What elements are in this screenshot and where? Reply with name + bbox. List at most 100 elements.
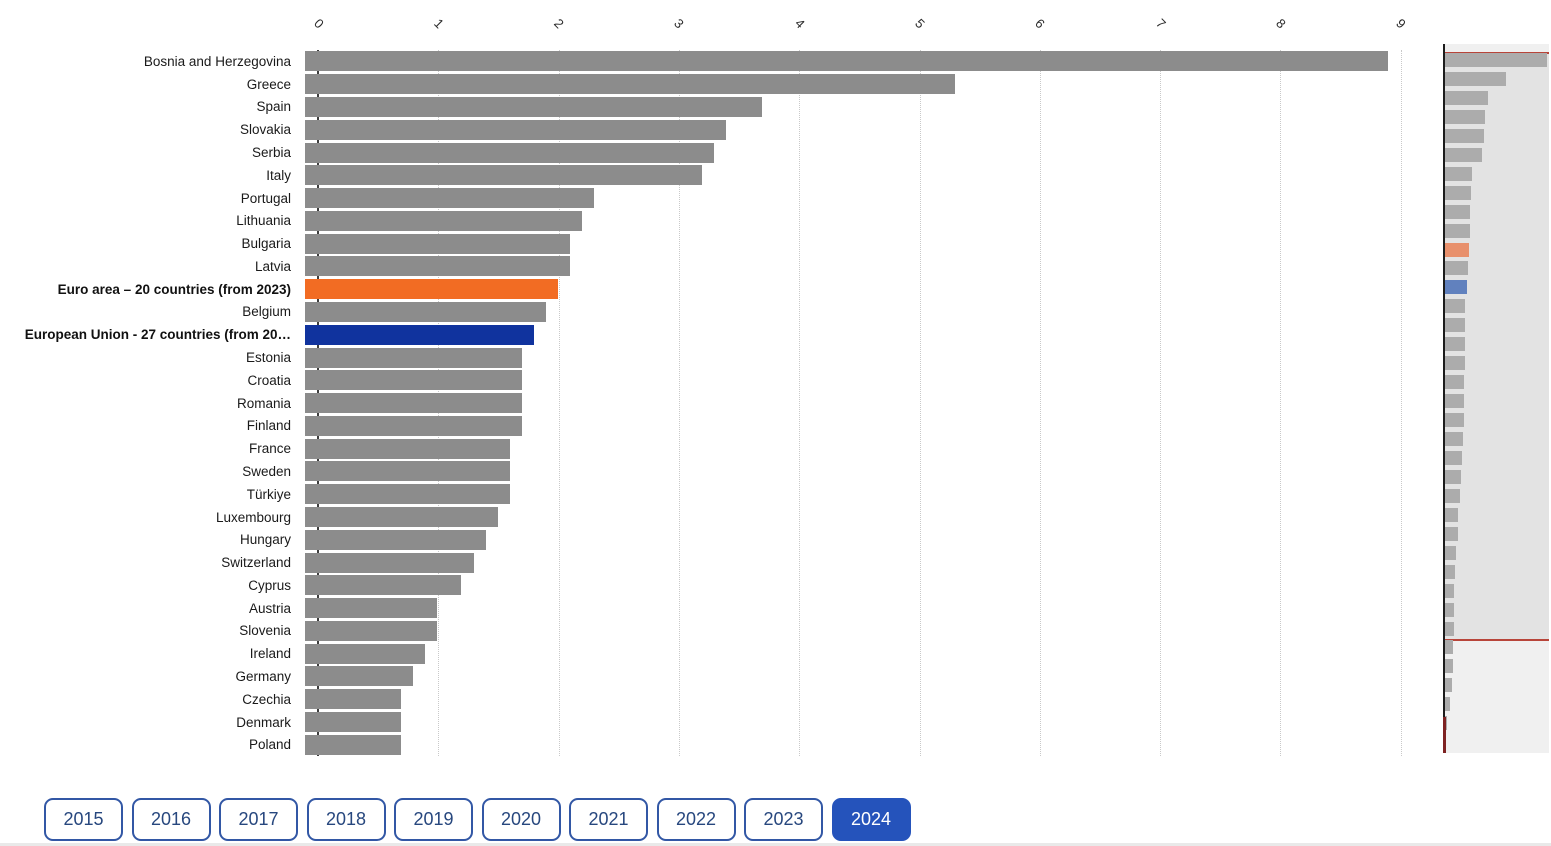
minimap-bar xyxy=(1445,394,1465,409)
chart-row: France xyxy=(0,437,1411,460)
x-axis-tick-label: 5 xyxy=(912,15,928,32)
minimap-bar xyxy=(1445,71,1507,86)
year-button-2015[interactable]: 2015 xyxy=(44,798,123,841)
bar[interactable] xyxy=(305,666,414,687)
bar-track xyxy=(305,460,1411,483)
gridline xyxy=(558,50,560,756)
row-label: Belgium xyxy=(242,304,291,320)
bar[interactable] xyxy=(305,279,558,300)
gridline xyxy=(678,50,680,756)
row-label: Hungary xyxy=(239,532,291,548)
bar-track xyxy=(305,642,1411,665)
minimap-bar xyxy=(1445,659,1453,674)
chart-row: Austria xyxy=(0,597,1411,620)
row-label: Sweden xyxy=(242,463,291,479)
bar[interactable] xyxy=(305,507,498,528)
row-label: Euro area – 20 countries (from 2023) xyxy=(57,281,291,297)
bar[interactable] xyxy=(305,165,703,186)
row-label: Estonia xyxy=(245,350,291,366)
year-button-2017[interactable]: 2017 xyxy=(219,798,298,841)
bar[interactable] xyxy=(305,256,570,277)
row-label: Austria xyxy=(248,600,291,616)
row-label: Luxembourg xyxy=(215,509,291,525)
chart-row: Germany xyxy=(0,665,1411,688)
bar-track xyxy=(305,118,1411,141)
row-label: Switzerland xyxy=(221,555,291,571)
bar[interactable] xyxy=(305,74,955,95)
row-label: Bulgaria xyxy=(241,236,291,252)
year-button-2020[interactable]: 2020 xyxy=(481,798,561,841)
bar[interactable] xyxy=(305,324,534,345)
bar[interactable] xyxy=(305,301,546,322)
row-label: Romania xyxy=(236,395,291,411)
minimap-bar xyxy=(1445,356,1466,371)
chart-row: Italy xyxy=(0,164,1411,187)
bar-track xyxy=(305,528,1411,551)
year-button-2021[interactable]: 2021 xyxy=(569,798,648,841)
gridline xyxy=(1039,50,1041,756)
bar[interactable] xyxy=(305,689,402,710)
bar-track xyxy=(305,711,1411,734)
bar[interactable] xyxy=(305,712,402,733)
minimap-bar xyxy=(1445,640,1453,655)
year-button-2018[interactable]: 2018 xyxy=(306,798,386,841)
chart-row: Denmark xyxy=(0,711,1411,734)
bar[interactable] xyxy=(305,119,727,140)
bar-track xyxy=(305,369,1411,392)
bar-track xyxy=(305,187,1411,210)
bar[interactable] xyxy=(305,552,474,573)
year-button-2023[interactable]: 2023 xyxy=(744,798,823,841)
bar[interactable] xyxy=(305,575,462,596)
chart-row: Serbia xyxy=(0,141,1411,164)
bar[interactable] xyxy=(305,393,522,414)
bar-track xyxy=(305,665,1411,688)
row-label: Lithuania xyxy=(236,213,291,229)
bar[interactable] xyxy=(305,484,510,505)
x-axis-tick-label: 1 xyxy=(430,15,447,32)
bar[interactable] xyxy=(305,96,763,117)
year-button-2016[interactable]: 2016 xyxy=(131,798,211,841)
bar[interactable] xyxy=(305,210,582,231)
x-axis-tick-label: 7 xyxy=(1152,15,1169,32)
minimap-bar xyxy=(1445,488,1460,503)
minimap-bar xyxy=(1445,526,1458,541)
bar[interactable] xyxy=(305,142,715,163)
minimap-bar xyxy=(1445,223,1470,238)
row-label: France xyxy=(248,441,291,457)
bar[interactable] xyxy=(305,370,522,391)
bar[interactable] xyxy=(305,598,438,619)
chart-row: Bosnia and Herzegovina xyxy=(0,50,1411,73)
bar-track xyxy=(305,346,1411,369)
gridline xyxy=(1160,50,1162,756)
bar[interactable] xyxy=(305,347,522,368)
bar[interactable] xyxy=(305,643,426,664)
bar[interactable] xyxy=(305,461,510,482)
x-axis-tick-label: 2 xyxy=(551,15,567,32)
year-button-2024[interactable]: 2024 xyxy=(831,798,911,841)
bar[interactable] xyxy=(305,620,438,641)
bar[interactable] xyxy=(305,188,594,209)
minimap-bar xyxy=(1445,185,1472,200)
bar-track xyxy=(305,323,1411,346)
bar[interactable] xyxy=(305,529,486,550)
minimap-navigator[interactable] xyxy=(1443,44,1549,753)
year-button-2019[interactable]: 2019 xyxy=(394,798,473,841)
bar[interactable] xyxy=(305,51,1388,72)
row-label: Poland xyxy=(248,737,291,753)
bar[interactable] xyxy=(305,438,510,459)
minimap-bar xyxy=(1445,545,1457,560)
row-label: Denmark xyxy=(236,714,291,730)
minimap-bar xyxy=(1445,375,1465,390)
row-label: Bosnia and Herzegovina xyxy=(143,53,291,69)
row-label: Latvia xyxy=(254,258,291,274)
minimap-bar xyxy=(1445,469,1461,484)
bar-track xyxy=(305,415,1411,438)
year-button-2022[interactable]: 2022 xyxy=(656,798,736,841)
chart-row: Portugal xyxy=(0,187,1411,210)
chart-row: Euro area – 20 countries (from 2023) xyxy=(0,278,1411,301)
chart-row: Czechia xyxy=(0,688,1411,711)
bar[interactable] xyxy=(305,233,570,254)
bar[interactable] xyxy=(305,734,402,755)
row-label: Spain xyxy=(256,99,291,115)
bar[interactable] xyxy=(305,415,522,436)
